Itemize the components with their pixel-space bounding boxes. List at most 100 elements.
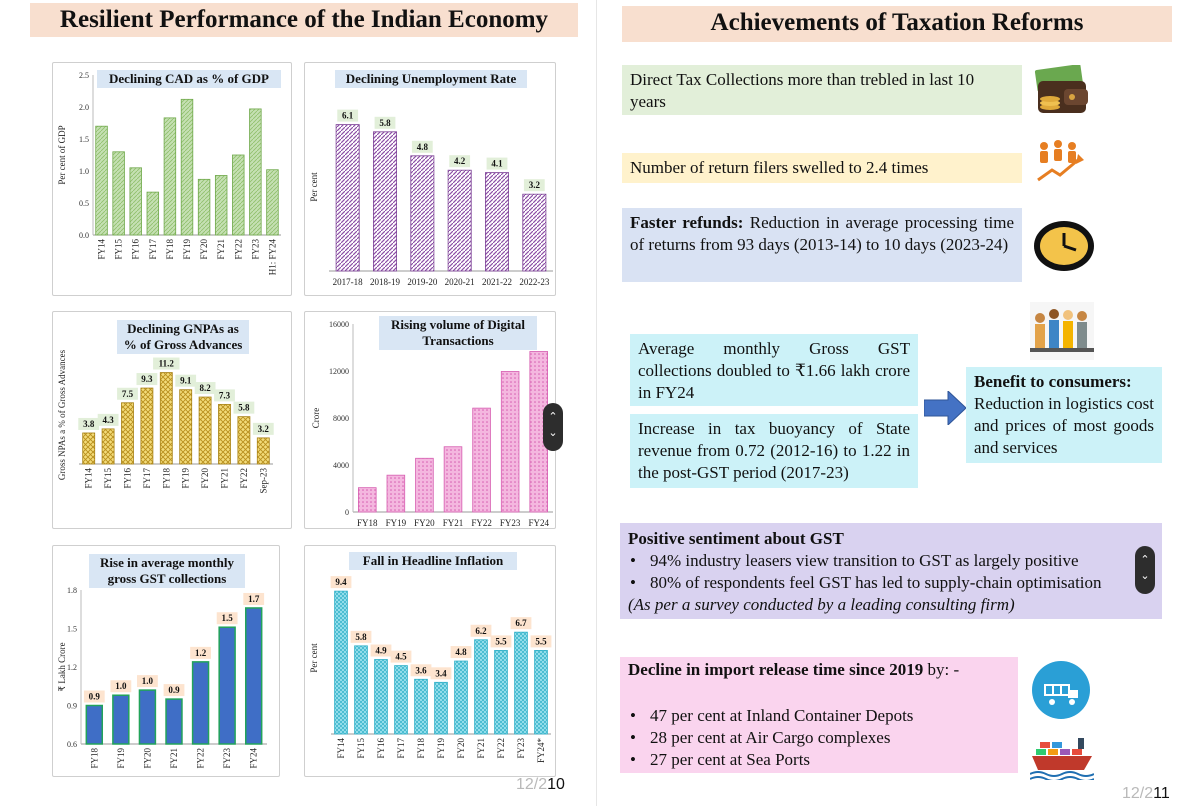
- y-tick-label: 0.9: [67, 702, 77, 711]
- x-tick-label: FY19: [181, 468, 191, 489]
- x-tick-label: FY20: [200, 468, 210, 489]
- bar: [447, 169, 472, 272]
- gnpa-chart-title: Declining GNPAs as % of Gross Advances: [117, 320, 249, 354]
- y-tick-label: 1.5: [67, 625, 77, 634]
- bar: [121, 402, 134, 465]
- data-label-bg: [233, 401, 255, 414]
- y-tick-label: 1.5: [79, 135, 89, 144]
- cargo-ship-icon: [1029, 736, 1095, 785]
- unemployment-chart-title: Declining Unemployment Rate: [335, 70, 527, 88]
- bar: [410, 155, 435, 272]
- return-filers-box: Number of return filers swelled to 2.4 t…: [622, 153, 1022, 183]
- bar: [256, 437, 270, 465]
- data-label-bg: [530, 635, 552, 648]
- x-tick-label: FY18: [416, 738, 426, 759]
- data-label-bg: [370, 644, 392, 657]
- x-tick-label: FY18: [165, 239, 175, 260]
- bar: [218, 626, 236, 745]
- right-scroll-control[interactable]: ⌃ ⌄: [1135, 546, 1155, 594]
- bar: [266, 169, 279, 236]
- y-tick-label: 0.5: [79, 199, 89, 208]
- bar: [112, 151, 125, 236]
- bar: [163, 117, 177, 236]
- data-label-bg: [153, 357, 180, 370]
- data-label: 3.6: [415, 665, 427, 675]
- tax-buoyancy-box: Increase in tax buoyancy of State revenu…: [630, 414, 918, 488]
- x-tick-label: FY19: [386, 518, 407, 528]
- data-label-bg: [97, 413, 119, 426]
- data-label: 4.5: [395, 652, 407, 662]
- inflation-chart: Per cent 9.4 FY14 5.8 FY15 4.9 FY16 4.5 FY17 3.6 F…: [309, 576, 552, 763]
- bar: [232, 154, 245, 236]
- bar: [386, 474, 406, 513]
- bar: [474, 639, 488, 735]
- data-label-bg: [330, 576, 352, 589]
- bar: [472, 407, 491, 513]
- data-label-bg: [175, 374, 197, 387]
- x-tick-label: FY16: [376, 738, 386, 759]
- x-tick-label: FY16: [123, 468, 133, 489]
- bar: [434, 681, 448, 735]
- data-label: 5.5: [495, 636, 507, 646]
- bar: [95, 125, 108, 236]
- data-label-bg: [410, 664, 432, 677]
- gst-collections-box: Average monthly Gross GST collections do…: [630, 334, 918, 406]
- data-label: 3.4: [435, 668, 447, 678]
- unemployment-chart: Per cent 6.1 2017-18 5.8 2018-19 4.8 2019-20 4.…: [309, 109, 553, 287]
- bar: [197, 178, 211, 236]
- x-tick-label: FY19: [436, 738, 446, 759]
- y-tick-label: 8000: [333, 414, 349, 423]
- x-tick-label: FY15: [103, 468, 113, 489]
- data-label-bg: [390, 650, 412, 663]
- x-tick-label: FY24: [528, 518, 549, 528]
- bar: [415, 457, 434, 513]
- bar: [358, 487, 377, 513]
- x-tick-label: FY20: [456, 738, 466, 759]
- data-label: 6.1: [342, 111, 354, 121]
- data-label: 4.3: [102, 415, 114, 425]
- data-label-bg: [430, 667, 452, 680]
- x-tick-label: FY14: [97, 239, 107, 260]
- data-label-bg: [137, 675, 158, 688]
- data-label-bg: [449, 155, 471, 168]
- x-tick-label: FY21: [443, 518, 464, 528]
- data-label: 1.0: [115, 681, 127, 691]
- data-label-bg: [374, 116, 396, 129]
- x-tick-label: FY17: [148, 239, 158, 260]
- clock-icon: [1032, 219, 1096, 278]
- digital-chart-title: Rising volume of Digital Transactions: [379, 316, 537, 350]
- data-label: 5.8: [379, 118, 391, 128]
- x-tick-label: FY17: [142, 468, 152, 489]
- digital-chart: 0 4000 8000 12000 16000 Crore FY18 FY19 FY20 FY21…: [311, 320, 553, 528]
- bar: [514, 631, 528, 735]
- bar: [500, 371, 520, 513]
- bar: [112, 694, 130, 745]
- y-tick-label: 2.0: [79, 103, 89, 112]
- x-tick-label: FY18: [357, 518, 378, 528]
- bar: [214, 175, 228, 236]
- bar: [191, 661, 210, 745]
- x-tick-label: FY18: [161, 468, 171, 489]
- y-tick-label: 4000: [333, 461, 349, 470]
- bar: [146, 191, 160, 236]
- unemployment-chart-panel: Per cent 6.1 2017-18 5.8 2018-19 4.8 2019-20 4.…: [304, 62, 556, 296]
- data-label: 1.2: [195, 648, 207, 658]
- x-tick-label: FY22: [496, 738, 506, 759]
- y-tick-label: 12000: [329, 367, 349, 376]
- import-list: 47 per cent at Inland Container Depots 2…: [628, 705, 1010, 771]
- data-label: 4.9: [375, 646, 387, 656]
- y-axis-label: Per cent: [309, 172, 319, 202]
- x-tick-label: 2018-19: [370, 277, 400, 287]
- faster-refunds-box: Faster refunds: Reduction in average pro…: [622, 208, 1022, 282]
- bar: [138, 689, 157, 745]
- data-label: 3.2: [529, 180, 541, 190]
- gnpa-chart-panel: Gross NPAs a % of Gross Advances 3.8 FY14 4…: [52, 311, 292, 529]
- import-title: Decline in import release time since 201…: [628, 660, 960, 679]
- y-tick-label: 1.8: [67, 586, 77, 595]
- sentiment-title: Positive sentiment about GST: [628, 529, 844, 548]
- bar: [82, 432, 96, 465]
- y-tick-label: 1.0: [79, 167, 89, 176]
- faster-refunds-label: Faster refunds:: [630, 213, 744, 232]
- left-scroll-control[interactable]: ⌃ ⌄: [543, 403, 563, 451]
- data-label-bg: [78, 417, 100, 430]
